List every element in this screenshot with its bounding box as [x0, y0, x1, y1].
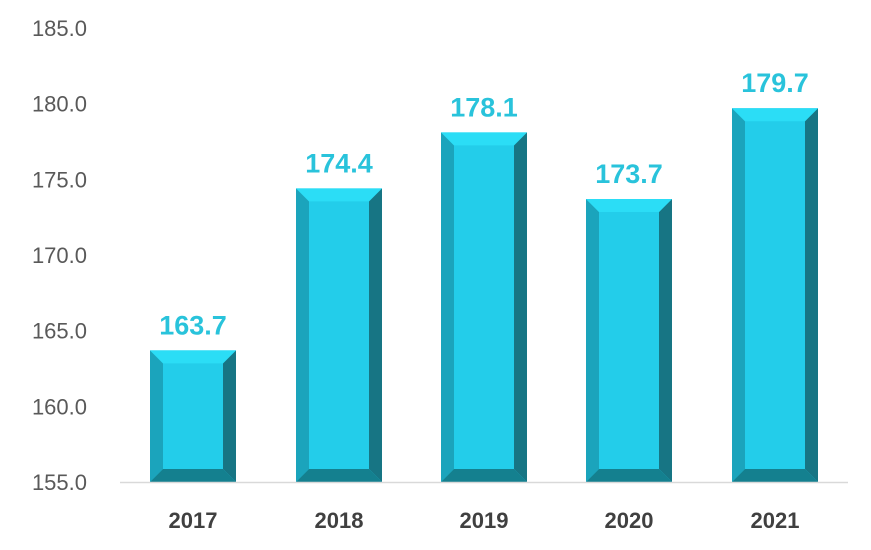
bar-bottom-bevel	[586, 469, 672, 482]
x-tick-label: 2021	[751, 508, 800, 533]
y-axis-tick-labels: 155.0 160.0 165.0 170.0 175.0 180.0 185.0	[32, 16, 87, 495]
bar-2020	[586, 199, 672, 483]
bar-face	[150, 350, 236, 482]
x-tick-label: 2019	[460, 508, 509, 533]
bar-left-bevel	[732, 108, 745, 482]
bar-left-bevel	[150, 350, 163, 482]
x-tick-label: 2017	[169, 508, 218, 533]
bar-top-bevel	[150, 350, 236, 364]
data-labels: 163.7 174.4 178.1 173.7 179.7	[159, 68, 809, 340]
data-label: 173.7	[595, 159, 663, 189]
data-label: 179.7	[741, 68, 809, 98]
bar-series	[150, 108, 818, 483]
y-tick-label: 165.0	[32, 319, 87, 344]
bar-2018	[296, 188, 382, 482]
bar-face	[296, 188, 382, 482]
data-label: 178.1	[450, 92, 518, 122]
data-label: 174.4	[305, 148, 373, 178]
y-tick-label: 180.0	[32, 92, 87, 117]
bar-top-bevel	[296, 188, 382, 202]
y-tick-label: 175.0	[32, 167, 87, 192]
bar-face	[732, 108, 818, 482]
x-tick-label: 2020	[605, 508, 654, 533]
y-tick-label: 155.0	[32, 470, 87, 495]
x-axis-tick-labels: 2017 2018 2019 2020 2021	[169, 508, 800, 533]
bar-bottom-bevel	[441, 469, 527, 482]
bar-top-bevel	[732, 108, 818, 122]
bar-right-bevel	[369, 188, 382, 482]
bar-bottom-bevel	[732, 469, 818, 482]
bar-bottom-bevel	[150, 469, 236, 482]
y-tick-label: 160.0	[32, 394, 87, 419]
bar-left-bevel	[441, 132, 454, 483]
x-tick-label: 2018	[315, 508, 364, 533]
bar-2021	[732, 108, 818, 482]
bar-bottom-bevel	[296, 469, 382, 482]
bar-right-bevel	[805, 108, 818, 482]
y-tick-label: 185.0	[32, 16, 87, 41]
bar-left-bevel	[296, 188, 309, 482]
bar-top-bevel	[441, 132, 527, 146]
bar-face	[441, 132, 527, 483]
y-tick-label: 170.0	[32, 243, 87, 268]
bar-right-bevel	[514, 132, 527, 483]
bar-right-bevel	[659, 199, 672, 483]
bar-face	[586, 199, 672, 483]
bar-top-bevel	[586, 199, 672, 213]
data-label: 163.7	[159, 310, 227, 340]
bar-left-bevel	[586, 199, 599, 483]
bar-2017	[150, 350, 236, 482]
bar-right-bevel	[223, 350, 236, 482]
bar-2019	[441, 132, 527, 483]
